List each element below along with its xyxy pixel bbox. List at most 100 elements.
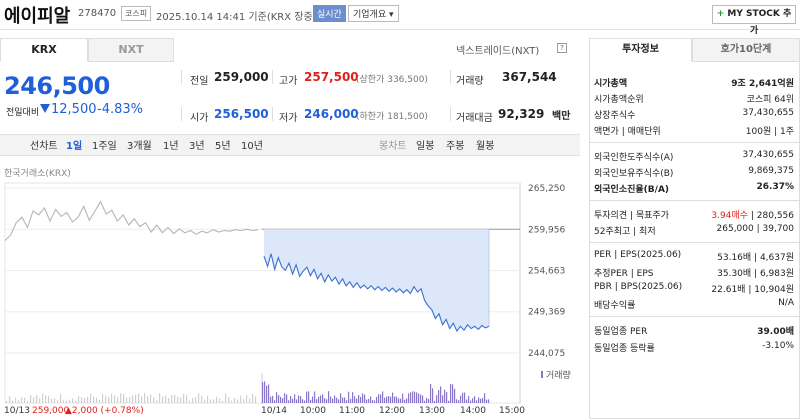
tab-nxt[interactable]: NXT [88,38,174,62]
volume-bar [360,396,362,403]
volume-bar [189,400,191,403]
period-5y[interactable]: 5년 [215,141,231,152]
volume-bar [474,396,476,403]
volume-bar [296,399,298,403]
volume-bar [342,397,344,403]
divider [450,70,451,84]
volume-bar [432,388,434,403]
price-chart[interactable]: 265,250 259,956 254,663 249,369 244,075 10/14… [0,178,585,419]
market-cap-row: 시가총액 9조 2,641억원 [594,76,794,90]
x-tick-label: 15:00 [499,406,525,416]
high-value: 257,500 [304,70,359,84]
period-1w[interactable]: 1주일 [92,141,117,152]
help-icon[interactable]: ? [557,43,567,53]
foreign-limit-row: 외국인한도주식수(A) 37,430,655 [594,150,794,164]
volume-bar [213,399,215,403]
opinion-label: 투자의견 | 목표주가 [594,211,669,221]
volume-bar [320,395,322,403]
volume-bar [294,394,296,403]
volume-bar [177,396,179,403]
volume-bar [378,394,380,403]
volume-bar [426,397,428,403]
volume-bar [222,400,224,403]
nextrade-link[interactable]: 넥스트레이드(NXT) [456,46,540,57]
volume-bar [414,391,416,403]
y-tick-label: 254,663 [528,266,565,276]
volume-bar [468,396,470,403]
market-cap-value: 9조 2,641억원 [731,79,794,89]
amount-unit: 백만 [552,111,571,122]
volume-bar [324,398,326,403]
volume-legend: 거래량 [546,369,571,381]
volume-bar [286,394,288,403]
volume-bar [276,392,278,403]
volume-bar [90,393,92,403]
volume-bar [450,383,452,403]
volume-bar [30,394,32,403]
volume-bar [430,384,432,403]
stock-code: 278470 [78,8,117,19]
period-monthly-candle[interactable]: 월봉 [476,141,495,152]
sector-per-label: 동일업종 PER [594,327,648,337]
divider [450,107,451,121]
volume-bar [362,393,364,403]
volume-bar [304,400,306,403]
change-value: 12,500 [51,102,97,117]
period-3m[interactable]: 3개월 [127,141,152,152]
volume-bar [354,396,356,403]
volume-bar [180,397,182,403]
volume-bar [452,384,454,403]
chart-fill-area [264,229,490,331]
volume-bar [464,392,466,403]
volume-bar [284,393,286,403]
market-badge: 코스피 [121,6,152,21]
period-weekly-candle[interactable]: 주봉 [446,141,465,152]
period-1y[interactable]: 1년 [163,141,179,152]
volume-bar [292,398,294,403]
period-1d[interactable]: 1일 [66,141,83,152]
volume-bar [424,400,426,403]
opinion-value: 3.94매수 [711,211,749,221]
realtime-button[interactable]: 실시간 [313,5,346,22]
divider [181,107,182,121]
volume-bar [272,395,274,403]
add-mystock-button[interactable]: + MY STOCK 추가 [712,5,796,36]
y-tick-label: 244,075 [528,349,565,359]
x-tick-label: 14:00 [460,406,486,416]
dividend-value: N/A [778,298,794,308]
market-cap-label: 시가총액 [594,79,628,89]
volume-bar [460,395,462,403]
divider [590,142,799,143]
plus-icon: + [716,9,725,19]
volume-bar [57,400,59,403]
tab-invest-info[interactable]: 투자정보 [589,38,692,62]
period-10y[interactable]: 10년 [241,141,263,152]
volume-bar [174,394,176,403]
volume-bar [274,400,276,403]
tab-orderbook[interactable]: 호가10단계 [692,38,800,62]
sector-per-row: 동일업종 PER 39.00배 [594,324,794,338]
period-3y[interactable]: 3년 [189,141,205,152]
x-tick-label: 13:00 [419,406,445,416]
change-label: 전일대비 [6,108,40,118]
volume-bar [484,393,486,403]
week52-low: 39,700 [762,224,795,234]
period-line-chart[interactable]: 선차트 [30,141,58,152]
period-daily-candle[interactable]: 일봉 [416,141,435,152]
volume-bar [376,396,378,403]
tab-krx[interactable]: KRX [0,38,88,62]
est-per-value: 35.30배 [717,269,752,279]
volume-bar [444,389,446,403]
volume-bar [9,396,11,403]
x-tick-label: 12:00 [379,406,405,416]
company-overview-dropdown[interactable]: 기업개요 ▾ [348,5,399,22]
volume-bar [312,396,314,403]
week52-high: 265,000 [716,224,754,234]
volume-bar [394,396,396,403]
dividend-label: 배당수익률 [594,301,636,311]
eps-value: 4,637원 [759,253,794,263]
open-value: 256,500 [214,107,269,121]
rank-row: 시가총액순위 코스피 64위 [594,92,794,106]
divider [590,200,799,201]
volume-bar [243,399,245,403]
